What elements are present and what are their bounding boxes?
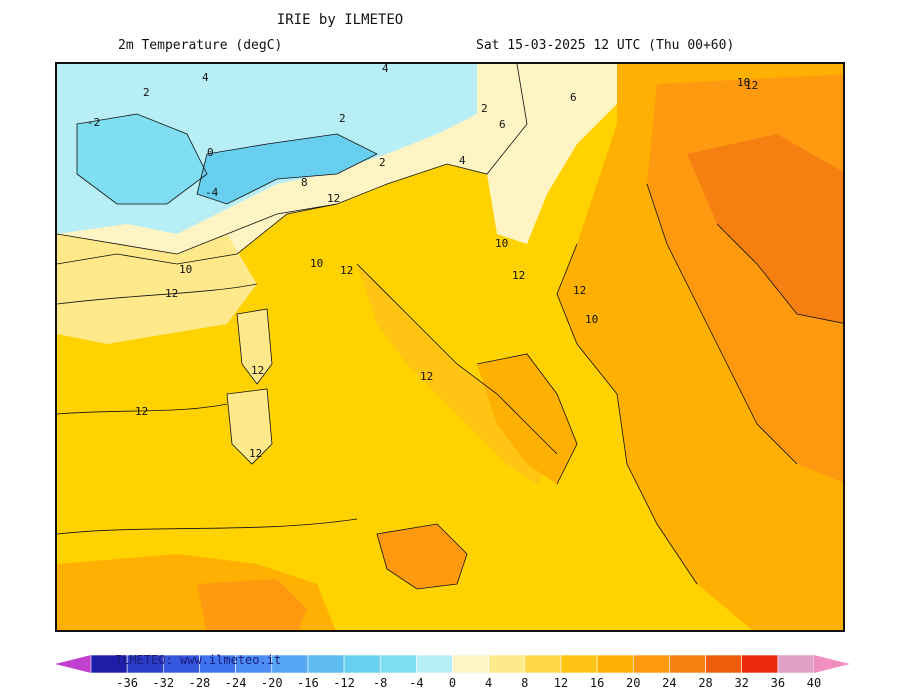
colorbar-cell: [416, 654, 453, 674]
colorbar-cell: [488, 654, 526, 674]
colorbar-tick-label: -32: [152, 676, 175, 690]
colorbar-tick-label: 40: [806, 676, 822, 690]
hotter-zone-east: [687, 134, 843, 324]
colorbar-tick-label: -24: [224, 676, 247, 690]
colorbar: [55, 654, 850, 674]
colorbar-tick-label: 16: [589, 676, 605, 690]
credit-label: ILMETEO: www.ilmeteo.it: [115, 653, 282, 667]
colorbar-cell: [379, 654, 417, 674]
colorbar-tick-label: -12: [333, 676, 355, 690]
contour-label: 12: [135, 405, 148, 418]
contour-label: 2: [481, 102, 488, 115]
sicily-zone: [377, 524, 467, 589]
colorbar-tick-label: 8: [521, 676, 529, 690]
colorbar-tick-label: 20: [626, 676, 641, 690]
contour-label: 12: [573, 284, 586, 297]
colorbar-tick-label: 0: [448, 676, 457, 690]
colorbar-tick-label: -8: [372, 676, 388, 690]
contour-label: 10: [179, 263, 192, 276]
contour-label: 10: [310, 257, 323, 270]
colorbar-tick-label: 12: [553, 676, 569, 690]
colorbar-cell: [560, 654, 598, 674]
colorbar-tick-label: 28: [698, 676, 713, 690]
colder-zone-west: [77, 114, 207, 204]
corsica-zone: [237, 309, 272, 384]
contour-label: 12: [251, 364, 264, 377]
colorbar-tick-label: -36: [116, 676, 138, 690]
contour-label-group: 4 2 4 -2 0 -4 2 2 8 12 4 2 6 6 10 12 10 …: [87, 64, 758, 460]
coldest-zone-alps: [197, 134, 377, 204]
chart-title: IRIE by ILMETEO: [276, 12, 404, 28]
contour-label: 12: [512, 269, 525, 282]
contour-label: 12: [340, 264, 353, 277]
valid-time-label: Sat 15-03-2025 12 UTC (Thu 00+60): [476, 38, 735, 53]
colorbar-tick-label: 32: [734, 676, 749, 690]
contour-label: 12: [165, 287, 178, 300]
contour-lines: [57, 64, 843, 590]
africa-hot-zone: [197, 579, 307, 630]
colorbar-tick-label: -16: [297, 676, 319, 690]
field-label: 2m Temperature (degC): [118, 38, 283, 53]
colorbar-tick-label: 36: [770, 676, 786, 690]
contour-label: 12: [420, 370, 433, 383]
south-italy-zone: [477, 354, 577, 484]
contour-label: 2: [339, 112, 346, 125]
contour-label: 2: [143, 86, 150, 99]
contour-label: -4: [205, 186, 219, 199]
colorbar-cell: [669, 654, 706, 674]
colorbar-tick-label: 4: [485, 676, 493, 690]
temperature-map: 4 2 4 -2 0 -4 2 2 8 12 4 2 6 6 10 12 10 …: [55, 62, 845, 632]
colorbar-cell: [343, 654, 381, 674]
colorbar-cells: [55, 654, 850, 674]
colorbar-cell: [452, 654, 489, 674]
colorbar-tick-label: -4: [409, 676, 424, 690]
colorbar-cell: [705, 654, 742, 674]
sardinia-zone: [227, 389, 272, 464]
contour-label: 6: [499, 118, 506, 131]
contour-label: 10: [495, 237, 508, 250]
colorbar-ticks: -36 -32 -28 -24 -20 -16 -12 -8 -4 0 4 8 12 16 20 24 28 32…: [55, 676, 850, 692]
colorbar-tick-label: -28: [188, 676, 211, 690]
colorbar-tick-label: 24: [662, 676, 677, 690]
colorbar-cell: [524, 654, 562, 674]
plain-west: [57, 234, 257, 344]
colorbar-cell: [632, 654, 670, 674]
contour-label: 8: [301, 176, 308, 189]
colorbar-under-arrow: [55, 655, 91, 673]
colorbar-tick-label: -20: [260, 676, 283, 690]
contour-label: 4: [459, 154, 466, 167]
contour-label: 10: [737, 76, 750, 89]
contour-label: 0: [207, 146, 214, 159]
contour-label: 10: [585, 313, 598, 326]
colorbar-cell: [307, 654, 345, 674]
map-canvas: 4 2 4 -2 0 -4 2 2 8 12 4 2 6 6 10 12 10 …: [57, 64, 843, 630]
mild-zone-east: [487, 64, 657, 244]
contour-label: 12: [327, 192, 340, 205]
contour-label: 4: [382, 64, 389, 75]
colorbar-cell: [596, 654, 634, 674]
contour-label: 6: [570, 91, 577, 104]
contour-label: -2: [87, 116, 100, 129]
colorbar-cell: [741, 654, 779, 674]
contour-label: 12: [745, 79, 758, 92]
colorbar-cell: [777, 654, 815, 674]
contour-label: 4: [202, 71, 209, 84]
contour-label: 12: [249, 447, 262, 460]
colorbar-over-arrow: [814, 655, 850, 673]
contour-label: 2: [379, 156, 386, 169]
